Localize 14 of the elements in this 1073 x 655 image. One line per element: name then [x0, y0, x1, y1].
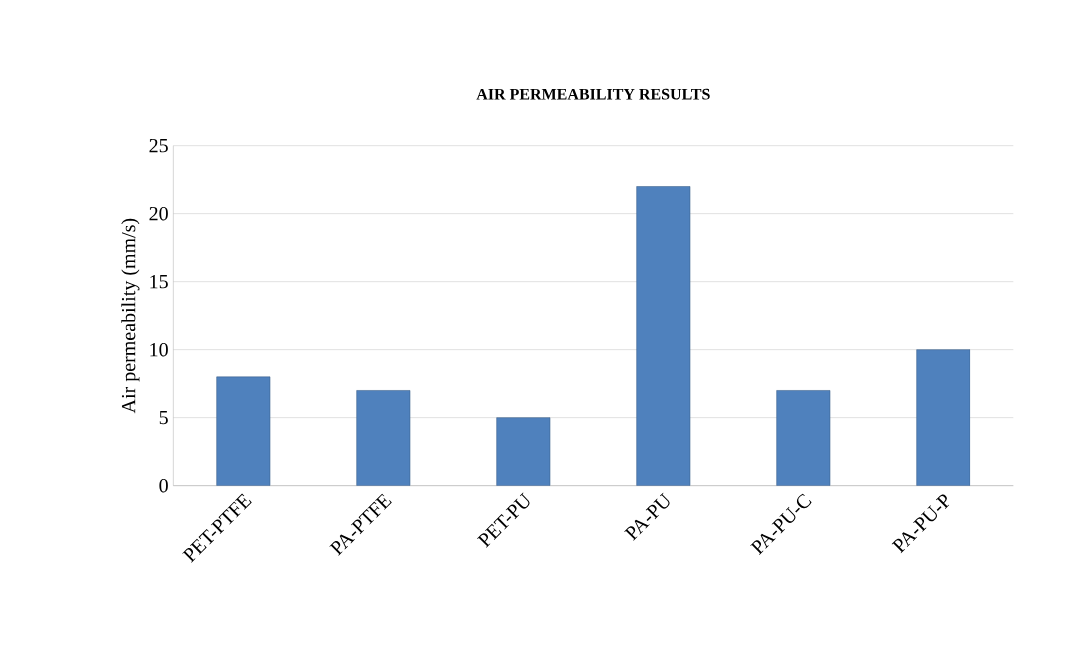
- y-tick-label: 20: [149, 206, 168, 221]
- y-tick-label: 15: [150, 274, 168, 289]
- chart-title: AIR PERMEABILITY RESULTS: [476, 88, 710, 100]
- bar: [356, 390, 411, 486]
- bar: [496, 417, 551, 486]
- y-tick-label: 5: [159, 411, 168, 425]
- bar: [216, 376, 271, 486]
- bar: [636, 186, 691, 486]
- y-tick-label: 0: [159, 478, 168, 493]
- bar: [916, 349, 971, 486]
- y-tick-label: 25: [149, 138, 168, 153]
- y-tick-label: 10: [150, 342, 168, 357]
- bar: [776, 390, 831, 486]
- y-axis-title: Air permeability (mm/s): [121, 218, 140, 414]
